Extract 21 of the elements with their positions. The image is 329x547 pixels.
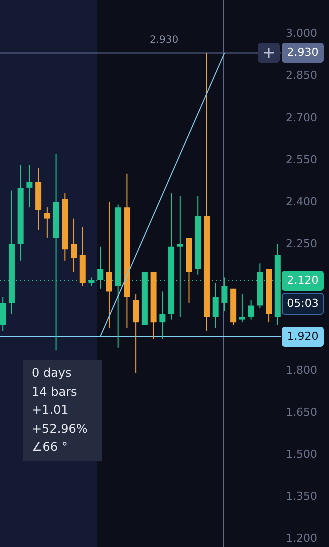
y-tick-label: 1.800: [286, 364, 318, 377]
y-tick-label: 1.350: [286, 490, 318, 504]
ref-line-label: 2.120: [282, 270, 324, 290]
y-tick-label: 1.200: [286, 532, 318, 546]
y-tick-label: 3.000: [286, 27, 318, 40]
ref-line-label: 1.920: [282, 326, 324, 347]
y-tick-label: 2.550: [286, 153, 318, 166]
y-tick-label: 2.850: [286, 69, 318, 82]
annotation: 2.930: [150, 35, 179, 46]
y-tick-label: 1.650: [286, 406, 318, 419]
ref-line-label: 2.930: [282, 43, 324, 64]
y-tick-label: 2.400: [286, 195, 318, 208]
y-tick-label: 2.250: [286, 238, 318, 251]
text: 05:03: [282, 292, 324, 314]
annotation: +1.01: [32, 402, 70, 419]
y-tick-label: 2.700: [286, 111, 318, 124]
y-tick-label: 1.500: [286, 448, 318, 461]
annotation: ∠66 °: [32, 439, 69, 456]
annotation: +52.96%: [32, 420, 89, 438]
annotation: 0 days: [32, 365, 73, 382]
annotation: 14 bars: [32, 384, 78, 400]
